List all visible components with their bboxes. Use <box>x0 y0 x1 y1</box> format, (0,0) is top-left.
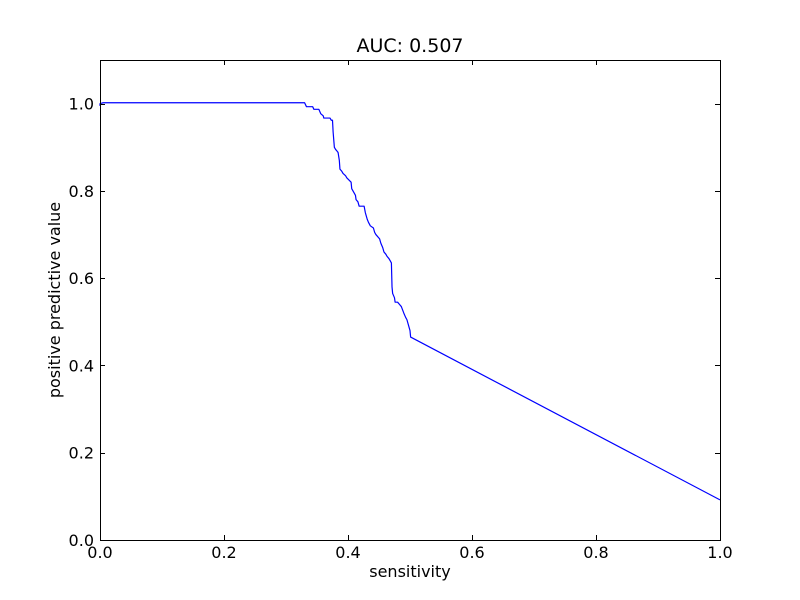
y-tick-label: 0.8 <box>69 182 94 201</box>
series-line <box>99 102 721 501</box>
chart-title: AUC: 0.507 <box>356 35 463 57</box>
plot-area <box>99 60 721 541</box>
x-tick-label: 0.8 <box>583 543 608 562</box>
x-axis-label: sensitivity <box>369 562 450 581</box>
plot-frame <box>100 60 721 541</box>
y-axis-label: positive predictive value <box>45 202 64 398</box>
y-axis: 0.0 0.2 0.4 0.6 0.8 1.0 <box>69 95 720 550</box>
y-tick-label: 0.2 <box>69 444 94 463</box>
x-tick-label: 0.6 <box>459 543 484 562</box>
x-tick-label: 0.0 <box>87 543 112 562</box>
x-tick-label: 0.2 <box>211 543 236 562</box>
x-tick-label: 0.4 <box>335 543 360 562</box>
y-tick-label: 0.6 <box>69 269 94 288</box>
x-axis: 0.0 0.2 0.4 0.6 0.8 1.0 <box>87 60 733 562</box>
y-tick-label: 0.0 <box>69 531 94 550</box>
x-tick-label: 1.0 <box>707 543 732 562</box>
y-tick-label: 1.0 <box>69 95 94 114</box>
y-tick-label: 0.4 <box>69 356 94 375</box>
